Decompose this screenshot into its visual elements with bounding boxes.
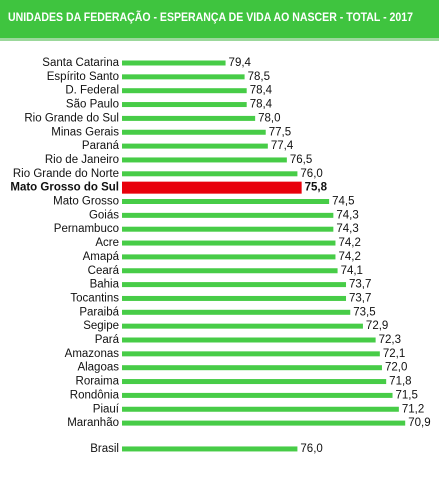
bar <box>122 254 336 260</box>
y-tick-label: Maranhão <box>67 417 119 429</box>
value-label: 79,4 <box>229 57 252 69</box>
bar <box>122 157 287 163</box>
y-tick-label: Rio Grande do Sul <box>24 112 119 124</box>
y-tick-label: Pernambuco <box>54 223 119 235</box>
bar <box>122 74 245 80</box>
value-label: 73,7 <box>349 292 371 304</box>
bar <box>122 446 298 452</box>
y-tick-label: Rio Grande do Norte <box>13 168 119 180</box>
y-tick-label: São Paulo <box>66 99 119 111</box>
value-label: 77,4 <box>271 140 294 152</box>
bar <box>122 115 256 121</box>
bar <box>122 323 363 329</box>
bar <box>122 171 298 177</box>
value-label: 72,3 <box>379 334 401 346</box>
bar <box>122 212 334 218</box>
bar <box>122 282 347 288</box>
value-label: 72,9 <box>366 320 388 332</box>
value-label: 71,2 <box>402 403 424 415</box>
y-tick-label: Alagoas <box>77 362 119 374</box>
value-label: 76,0 <box>300 443 322 455</box>
value-label: 72,1 <box>383 348 405 360</box>
value-label: 74,2 <box>338 237 360 249</box>
y-tick-label: Bahia <box>90 279 120 291</box>
value-label: 74,2 <box>338 251 360 263</box>
title-banner <box>0 0 439 38</box>
y-tick-label: Amazonas <box>65 348 120 360</box>
value-label: 77,5 <box>269 126 291 138</box>
bar <box>122 268 338 274</box>
y-tick-label: Mato Grosso do Sul <box>10 182 119 194</box>
bar <box>122 199 330 204</box>
y-tick-label: Roraima <box>76 376 120 388</box>
value-label: 78,4 <box>250 99 273 111</box>
bar <box>122 351 380 357</box>
value-label: 71,8 <box>389 376 411 388</box>
y-tick-label: Rio de Janeiro <box>45 154 119 166</box>
value-label: 76,0 <box>300 168 322 180</box>
bar <box>122 88 247 94</box>
bar <box>122 226 334 232</box>
bar <box>122 379 387 385</box>
y-tick-label: Espírito Santo <box>47 71 119 83</box>
y-tick-label: Pará <box>95 334 120 346</box>
y-tick-label: Santa Catarina <box>42 57 119 69</box>
y-tick-label: Mato Grosso <box>53 196 119 208</box>
y-tick-label: Brasil <box>90 443 119 455</box>
y-tick-label: Paraibá <box>79 306 119 318</box>
value-label: 71,5 <box>396 389 418 401</box>
value-label: 74,5 <box>332 196 354 208</box>
y-tick-label: Amapá <box>83 251 120 263</box>
y-tick-label: Acre <box>95 237 119 249</box>
value-label: 78,4 <box>250 85 273 97</box>
value-label: 70,9 <box>408 417 430 429</box>
value-label: 75,8 <box>305 182 328 194</box>
title-shadow <box>0 38 439 41</box>
y-tick-label: Tocantins <box>70 292 119 304</box>
chart-title: UNIDADES DA FEDERAÇÃO - ESPERANÇA DE VID… <box>8 9 413 24</box>
bar <box>122 60 226 66</box>
bar <box>122 337 376 343</box>
value-label: 78,5 <box>248 71 270 83</box>
value-label: 74,1 <box>341 265 363 277</box>
y-tick-label: Goiás <box>89 209 119 221</box>
bar <box>122 309 351 315</box>
value-label: 78,0 <box>258 112 280 124</box>
bar <box>122 143 268 149</box>
value-label: 72,0 <box>385 362 407 374</box>
y-tick-label: Segipe <box>83 320 119 332</box>
bar <box>122 365 382 371</box>
value-label: 74,3 <box>336 209 358 221</box>
bar <box>122 295 347 301</box>
y-tick-label: Paraná <box>82 140 120 152</box>
y-tick-label: D. Federal <box>65 85 119 97</box>
bar <box>122 240 336 246</box>
bar <box>122 129 266 135</box>
y-tick-label: Ceará <box>88 265 120 277</box>
bar <box>122 181 302 194</box>
value-label: 73,7 <box>349 279 371 291</box>
y-tick-label: Rondônia <box>70 389 120 401</box>
bar <box>122 392 393 398</box>
bar <box>122 406 399 412</box>
value-label: 73,5 <box>353 306 375 318</box>
bar <box>122 420 406 426</box>
value-label: 76,5 <box>290 154 312 166</box>
y-tick-label: Minas Gerais <box>51 126 119 138</box>
value-label: 74,3 <box>336 223 358 235</box>
bar <box>122 102 247 108</box>
y-tick-label: Piauí <box>93 403 120 415</box>
